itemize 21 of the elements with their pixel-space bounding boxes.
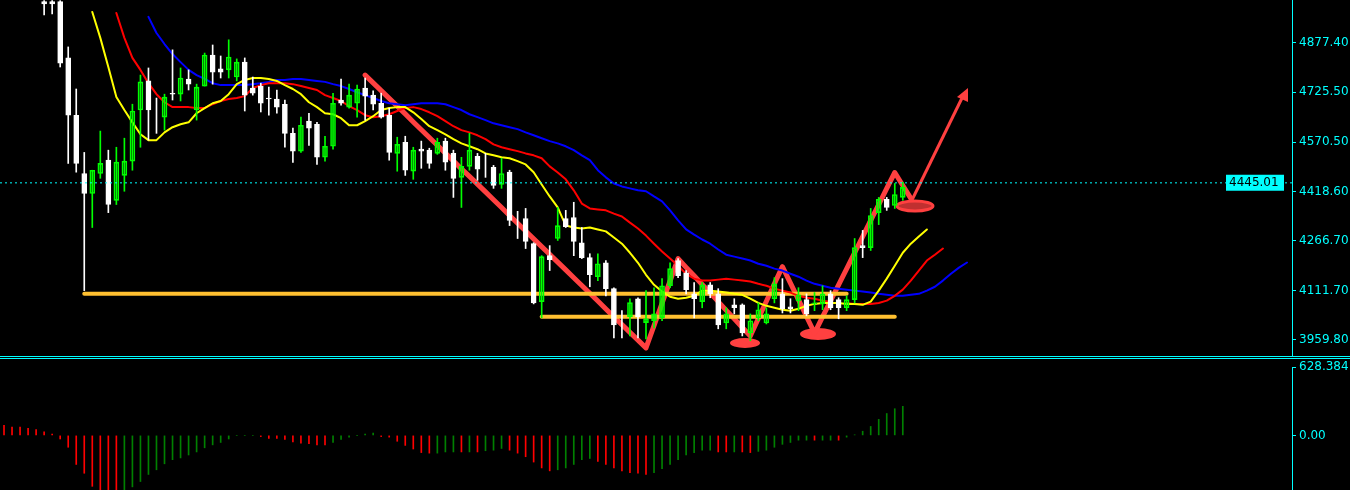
y-tick-label: 4266.70: [1299, 232, 1349, 247]
candlestick: [306, 112, 312, 146]
y-tick-label: 4877.40: [1299, 35, 1349, 50]
candlestick: [266, 86, 272, 116]
candlestick: [338, 78, 344, 106]
y-tick-label: 4418.60: [1299, 183, 1349, 198]
candlestick: [81, 152, 88, 291]
candlestick: [362, 77, 368, 121]
y-tick-label: 4725.50: [1299, 84, 1349, 99]
candlestick: [49, 0, 55, 15]
y-tick-label: 0.00: [1299, 427, 1326, 442]
candlestick: [546, 245, 553, 271]
candlestick: [691, 282, 697, 319]
y-tick-label: 3959.80: [1299, 332, 1349, 347]
candlestick: [217, 55, 224, 79]
y-tick-label: 4570.50: [1299, 134, 1349, 149]
y-tick-label: 4111.70: [1299, 282, 1349, 297]
y-tick-label: 628.384: [1299, 359, 1349, 374]
candlestick: [41, 0, 47, 16]
candlestick: [859, 230, 866, 258]
ref-line-label: 4445.01: [1229, 174, 1279, 189]
